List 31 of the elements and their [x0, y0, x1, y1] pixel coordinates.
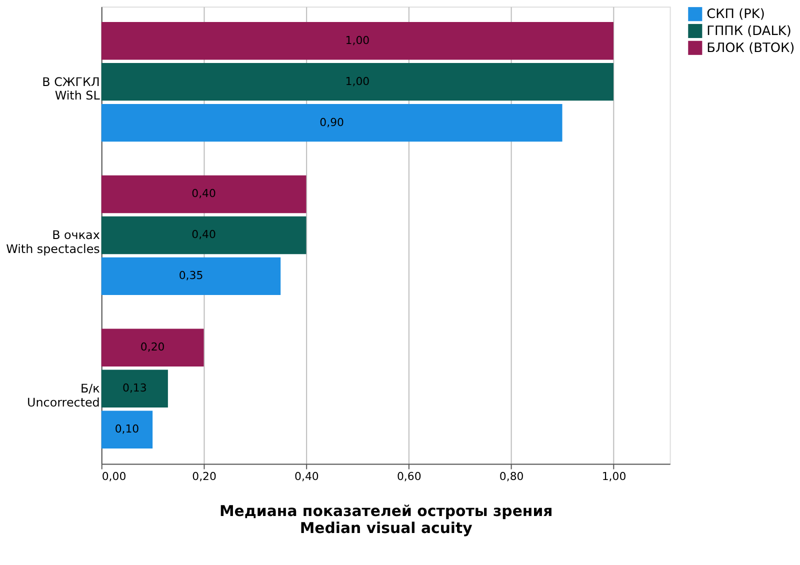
- data-label: 0,10: [114, 422, 140, 436]
- legend-label: СКП (PK): [706, 7, 765, 22]
- bar: [101, 257, 281, 296]
- x-tick-label: 0,00: [102, 470, 126, 484]
- x-axis-title: Медиана показателей остроты зрения Median visual acuity: [219, 502, 553, 537]
- data-label: 1,00: [345, 34, 370, 47]
- data-label: 0,40: [192, 228, 216, 242]
- x-tick-label: 0,80: [499, 470, 524, 484]
- bar: [101, 328, 204, 366]
- data-label: 0,20: [140, 340, 165, 354]
- bar: [101, 370, 168, 408]
- data-label: 0,90: [320, 116, 344, 129]
- data-label: 0,40: [192, 187, 216, 200]
- y-tick-label: Б/к Uncorrected: [27, 382, 100, 410]
- legend-label: БЛОК (ВТОК): [706, 40, 795, 56]
- bar: [101, 175, 306, 214]
- x-tick-label: 0,40: [294, 470, 319, 484]
- x-tick-label: 1,00: [602, 470, 626, 484]
- bar: [101, 104, 562, 142]
- data-label: 1,00: [345, 74, 370, 88]
- y-tick-label: В очках With spectacles: [6, 228, 100, 256]
- x-tick-label: 0,60: [396, 470, 422, 484]
- bar: [101, 22, 614, 60]
- legend-label: ГППК (DALK): [706, 24, 792, 39]
- x-tick-label: 0,20: [192, 470, 216, 484]
- data-label: 0,13: [122, 382, 147, 395]
- data-label: 0,35: [178, 269, 204, 282]
- y-tick-label: В СЖГКЛ With SL: [42, 74, 100, 103]
- bar: [101, 410, 153, 448]
- bar: [101, 62, 614, 101]
- bar: [101, 216, 306, 254]
